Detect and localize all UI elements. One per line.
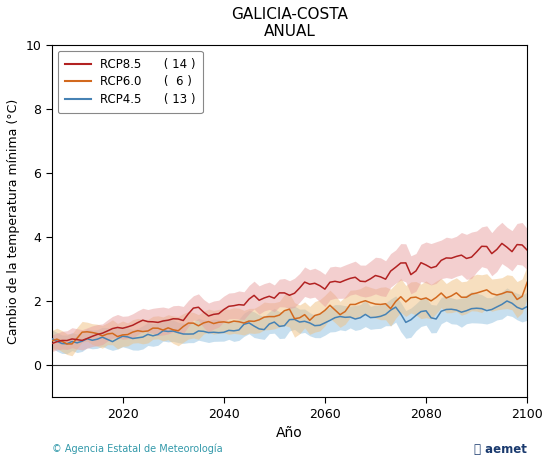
Legend: RCP8.5      ( 14 ), RCP6.0      (  6 ), RCP4.5      ( 13 ): RCP8.5 ( 14 ), RCP6.0 ( 6 ), RCP4.5 ( 13…: [58, 50, 203, 113]
Text: ⓐ aemet: ⓐ aemet: [474, 443, 527, 456]
Title: GALICIA-COSTA
ANUAL: GALICIA-COSTA ANUAL: [231, 7, 348, 39]
X-axis label: Año: Año: [276, 426, 303, 440]
Text: © Agencia Estatal de Meteorología: © Agencia Estatal de Meteorología: [52, 443, 222, 454]
Y-axis label: Cambio de la temperatura mínima (°C): Cambio de la temperatura mínima (°C): [7, 98, 20, 344]
